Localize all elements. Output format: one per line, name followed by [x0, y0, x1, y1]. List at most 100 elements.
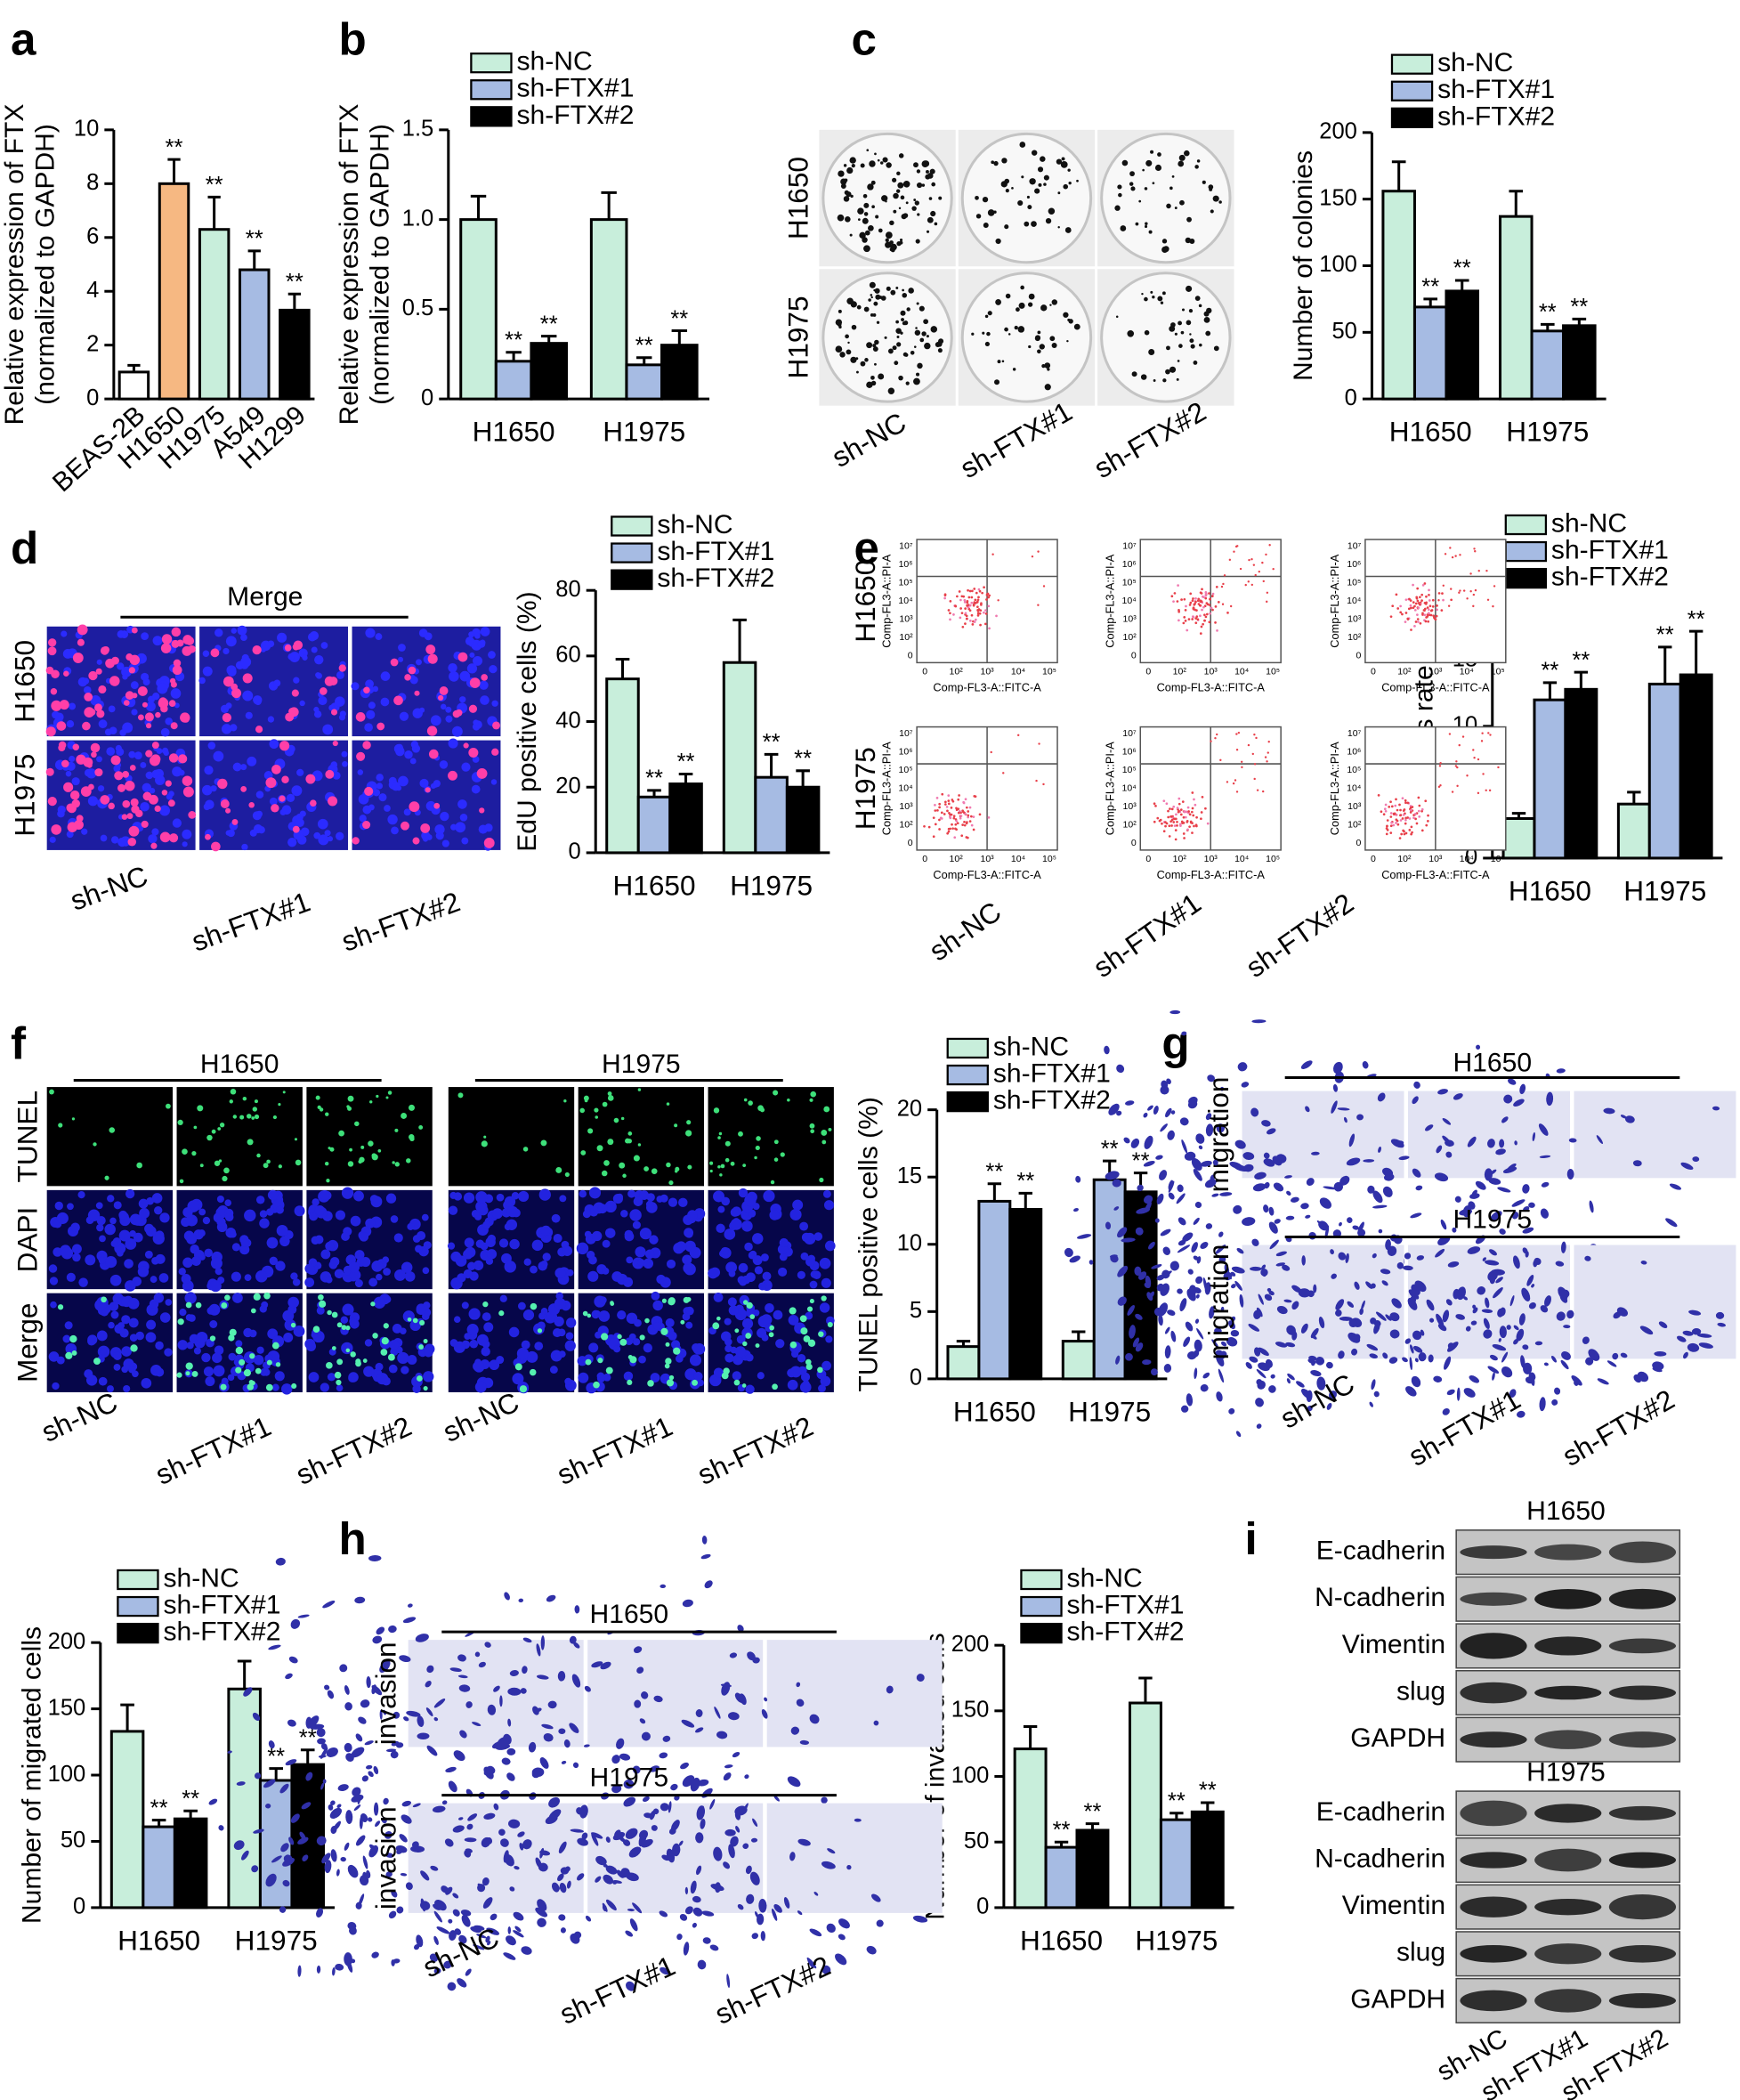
cell-dot: [86, 1374, 97, 1385]
cell-dot: [131, 805, 139, 813]
cell-dot: [640, 1334, 645, 1340]
cell-dot: [109, 1127, 115, 1133]
cell-dot: [335, 1372, 342, 1379]
cell-dot: [754, 1156, 757, 1159]
cell-blob: [345, 1863, 360, 1880]
flow-event: [1416, 613, 1419, 616]
flow-event: [985, 598, 988, 601]
colony: [1049, 304, 1051, 305]
flow-event: [1234, 779, 1236, 781]
colony: [1197, 159, 1201, 163]
cell-dot: [378, 793, 386, 801]
colony: [1035, 336, 1040, 341]
flow-event: [1395, 818, 1397, 821]
cell-dot: [294, 1326, 305, 1337]
colony: [893, 210, 896, 214]
cell-dot: [457, 799, 467, 809]
cell-dot: [77, 639, 85, 646]
cell-dot: [152, 742, 159, 749]
cell-dot: [244, 1369, 251, 1376]
colony: [864, 307, 870, 312]
cell-dot: [735, 1346, 746, 1357]
colony: [1195, 296, 1201, 301]
cell-blob: [1310, 1369, 1323, 1377]
flow-tick-label: 10⁷: [1122, 728, 1137, 739]
colony: [859, 232, 865, 239]
cell-dot: [376, 1373, 388, 1384]
y-tick-label: 10: [74, 117, 99, 142]
flow-event: [1418, 810, 1420, 813]
flow-event: [1179, 824, 1182, 827]
cell-dot: [255, 1270, 268, 1283]
flow-event: [997, 599, 999, 601]
error-bar: [238, 1661, 252, 1689]
flow-tick-label: 10⁵: [1042, 854, 1056, 864]
cell-dot: [397, 1352, 409, 1364]
cell-blob: [1716, 1312, 1724, 1319]
colony: [995, 299, 1001, 305]
flow-event: [1189, 604, 1192, 606]
cell-dot: [251, 1309, 256, 1314]
cell-dot: [360, 1146, 364, 1149]
colony: [1177, 378, 1179, 381]
flow-event: [1212, 593, 1215, 596]
flow-event: [944, 803, 947, 806]
colony: [836, 319, 842, 325]
bar: [119, 372, 148, 399]
flow-event: [1417, 618, 1420, 620]
flow-event: [1388, 806, 1390, 808]
cell-dot: [72, 777, 80, 785]
cell-dot: [603, 1102, 608, 1107]
cell-dot: [109, 705, 116, 712]
cell-dot: [386, 1194, 396, 1204]
cell-dot: [46, 667, 54, 675]
flow-event: [1188, 825, 1191, 828]
cell-blob: [354, 1834, 367, 1847]
flow-event: [1209, 612, 1211, 615]
cell-dot: [197, 1105, 203, 1111]
cell-dot: [617, 1310, 626, 1319]
cell-dot: [788, 1380, 798, 1391]
flow-event: [1177, 600, 1179, 603]
flow-event: [928, 826, 931, 829]
cell-dot: [778, 1268, 787, 1277]
significance-label: **: [1168, 1789, 1186, 1814]
protein-label: slug: [1396, 1938, 1445, 1967]
legend-swatch: [1392, 82, 1432, 101]
bar: [1125, 1192, 1156, 1379]
cell-dot: [395, 747, 404, 756]
legend-swatch: [1506, 569, 1546, 588]
cell-dot: [731, 1208, 740, 1217]
cell-dot: [448, 663, 457, 672]
cell-dot: [278, 1103, 280, 1106]
cell-dot: [232, 819, 239, 825]
cell-dot: [196, 1332, 207, 1343]
cell-dot: [240, 657, 251, 668]
cell-dot: [157, 684, 167, 694]
cell-dot: [96, 669, 102, 675]
cell-blob: [702, 1937, 711, 1945]
cell-dot: [445, 716, 452, 723]
cell-blob: [1179, 1116, 1190, 1126]
y-tick-label: 10: [897, 1231, 922, 1256]
flow-event: [1489, 790, 1491, 791]
colony: [878, 229, 883, 233]
cell-dot: [138, 714, 144, 720]
flow-event: [1017, 734, 1019, 736]
cell-dot: [113, 1351, 122, 1360]
cell-blob: [786, 1774, 803, 1789]
cell-dot: [687, 1210, 697, 1220]
colony: [886, 287, 891, 291]
cell-dot: [666, 1318, 675, 1327]
cell-dot: [117, 1250, 124, 1257]
cell-dot: [638, 1143, 641, 1146]
colony: [1004, 179, 1009, 184]
flow-event: [1210, 741, 1211, 742]
cell-blob: [366, 1764, 373, 1770]
flow-event: [1455, 760, 1457, 762]
cell-dot: [684, 1297, 690, 1303]
error-bar: [248, 251, 261, 270]
flow-event: [1386, 824, 1388, 827]
